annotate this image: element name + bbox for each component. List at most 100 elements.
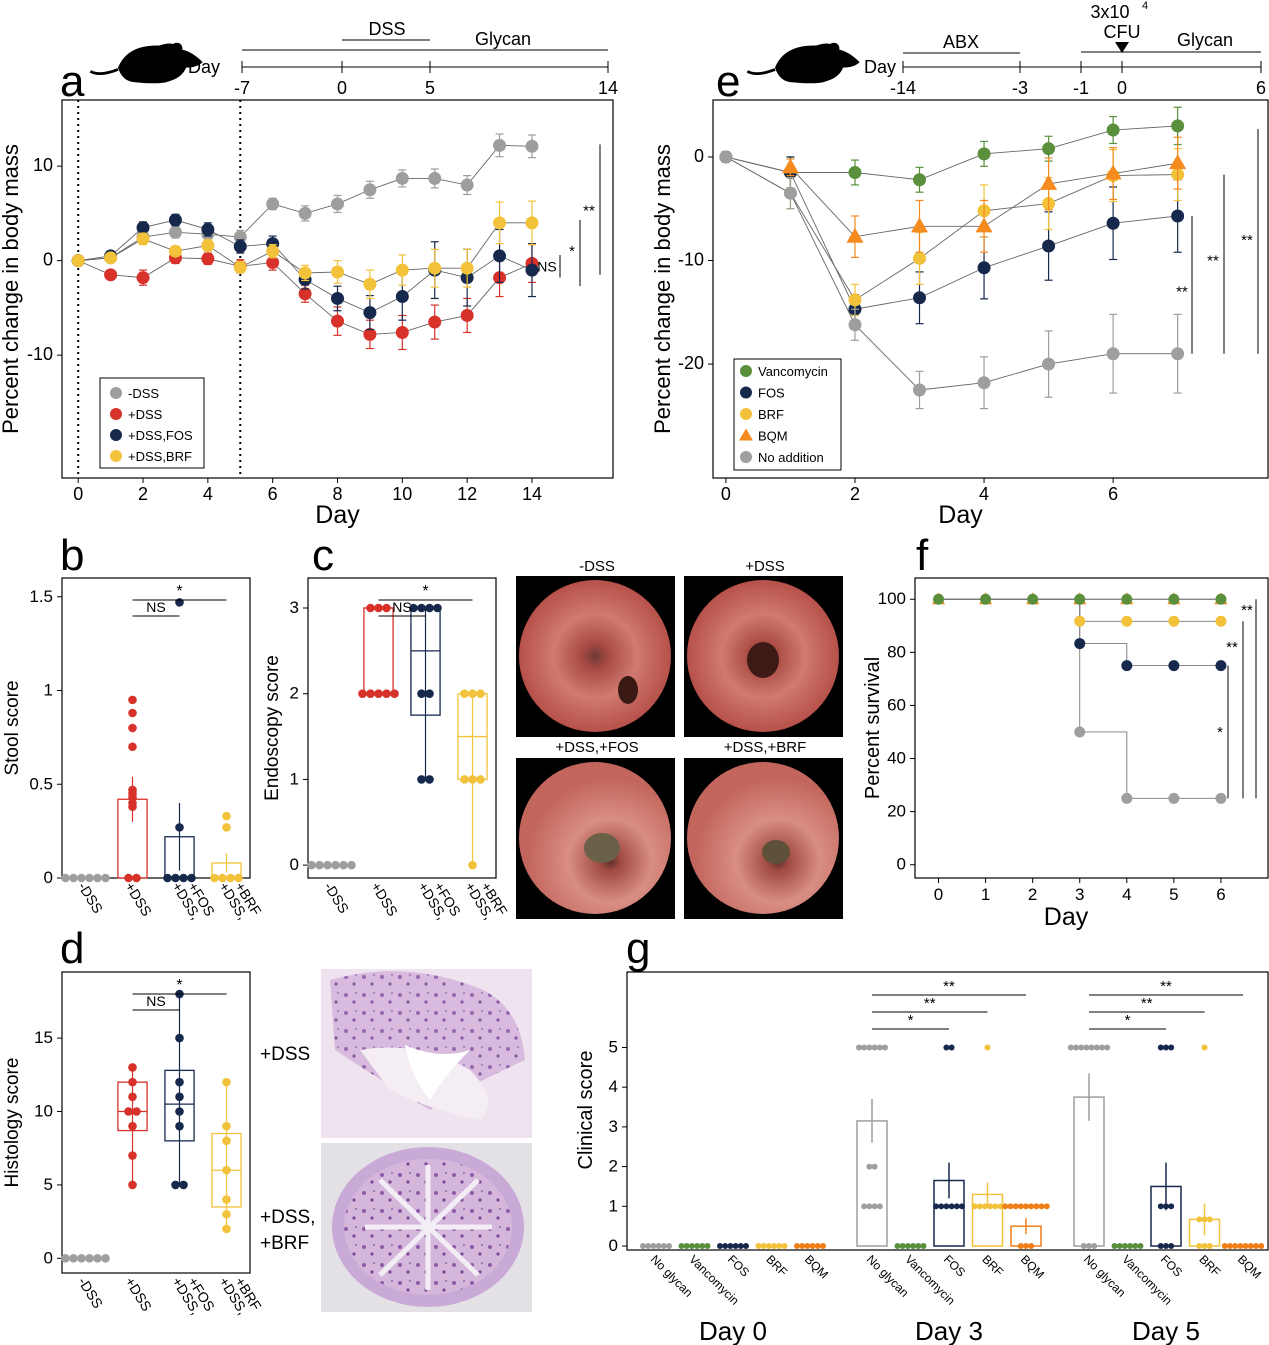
mouse-body: [118, 43, 203, 84]
data-point: [856, 1044, 862, 1051]
y-tick-label: 0: [609, 1236, 618, 1255]
significance-label: **: [943, 978, 955, 995]
legend-label: -DSS: [128, 386, 159, 401]
data-point: [136, 232, 150, 246]
data-point: [266, 244, 280, 258]
y-tick-label: 10: [33, 155, 53, 175]
legend: Vancomycin FOS BRF BQM No addition: [733, 358, 842, 471]
data-point: [468, 775, 477, 784]
data-point: [1237, 1243, 1244, 1250]
panel-label-d: d: [60, 924, 84, 973]
mouse-icon: [746, 42, 860, 84]
x-tick-label: 1: [981, 885, 990, 904]
data-point: [809, 1243, 816, 1250]
x-tick-label: 14: [522, 484, 542, 504]
data-point: [363, 327, 377, 341]
data-point: [1023, 1243, 1029, 1250]
timeline-tick-label: 0: [1117, 78, 1127, 98]
data-point: [233, 239, 247, 253]
data-point: [233, 260, 247, 274]
data-point: [977, 376, 991, 390]
data-point: [1086, 1243, 1092, 1250]
data-point: [1127, 1243, 1134, 1250]
mouse-ear: [171, 42, 183, 54]
data-point: [85, 1254, 94, 1263]
data-point: [382, 689, 391, 699]
data-point: [425, 689, 434, 699]
data-point: [366, 689, 375, 699]
data-point: [307, 860, 316, 870]
data-point: [331, 265, 344, 279]
significance-label: **: [583, 203, 595, 220]
data-point: [1121, 615, 1133, 627]
data-point: [128, 708, 137, 718]
data-point: [363, 306, 377, 320]
x-tick-label: 8: [332, 484, 342, 504]
data-point: [977, 261, 991, 275]
data-point: [222, 823, 231, 832]
significance-label: **: [1160, 978, 1172, 995]
data-point: [128, 695, 137, 705]
data-point: [1012, 1203, 1019, 1210]
data-point: [1033, 1203, 1040, 1210]
data-point: [1028, 1243, 1035, 1250]
data-point: [1157, 1243, 1164, 1250]
endoscopy-label: +DSS,+FOS: [555, 739, 638, 756]
data-point: [347, 860, 356, 870]
data-point: [315, 860, 324, 870]
data-point: [719, 150, 733, 164]
legend-marker: [110, 429, 122, 441]
data-point: [175, 1107, 184, 1116]
endoscopy-label: -DSS: [579, 558, 615, 575]
arrowhead-icon: [1115, 42, 1129, 53]
data-point: [1106, 216, 1120, 230]
data-point: [128, 1063, 137, 1072]
data-point: [363, 183, 377, 197]
x-tick-label: 0: [721, 484, 731, 504]
y-tick-label: 1: [609, 1196, 618, 1215]
data-point: [1168, 1243, 1175, 1250]
data-point: [732, 1243, 739, 1250]
y-tick-label: 60: [887, 695, 906, 714]
data-point: [331, 291, 344, 305]
data-point: [799, 1243, 806, 1250]
data-point: [428, 171, 442, 185]
panel-label-c: c: [312, 531, 334, 580]
data-point: [915, 1243, 922, 1250]
data-point: [1215, 792, 1227, 804]
legend-label: +DSS,BRF: [128, 449, 192, 464]
data-point: [226, 873, 235, 883]
data-point: [678, 1243, 685, 1250]
significance-label: **: [1141, 995, 1153, 1012]
data-point: [222, 1136, 231, 1146]
data-point: [266, 197, 280, 211]
y-tick-label: 4: [609, 1077, 618, 1096]
data-point: [1007, 1203, 1014, 1210]
data-point: [298, 266, 312, 280]
significance-label: NS: [537, 258, 556, 274]
data-point: [894, 1243, 901, 1250]
data-point: [1206, 1243, 1213, 1250]
glycan-label: Glycan: [1177, 30, 1233, 50]
x-category-label: BRF: [763, 1252, 790, 1279]
data-point: [168, 213, 182, 227]
data-point: [104, 268, 118, 282]
data-point: [132, 1107, 141, 1116]
data-point: [1171, 347, 1185, 361]
legend-marker: [739, 428, 753, 441]
data-point: [222, 1121, 231, 1131]
data-point: [1201, 1044, 1208, 1051]
x-axis-title: Day: [315, 501, 360, 529]
legend-marker: [740, 451, 752, 463]
group-label: Day 5: [1132, 1316, 1200, 1345]
data-point: [201, 239, 215, 253]
x-category-label: BQM: [1018, 1252, 1047, 1281]
histology-label: +DSS,: [260, 1207, 315, 1228]
data-point: [428, 315, 442, 329]
data-point: [1091, 1243, 1098, 1250]
significance-label: *: [176, 977, 182, 994]
data-point: [933, 1203, 939, 1210]
data-point: [85, 873, 94, 883]
